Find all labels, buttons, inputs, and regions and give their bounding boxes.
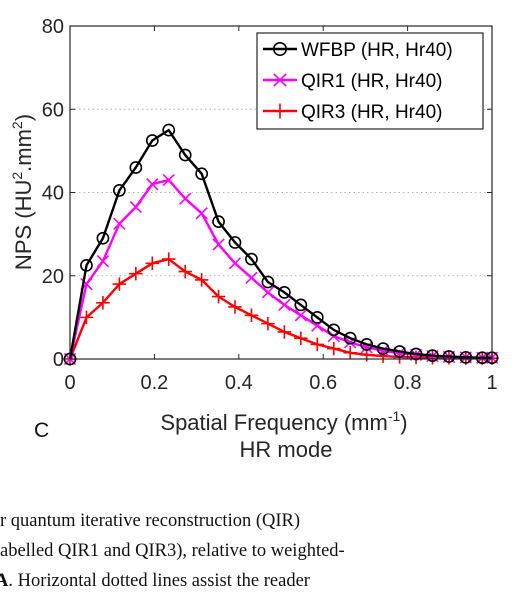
data-point (327, 341, 341, 356)
data-point (112, 277, 127, 291)
data-point (129, 266, 143, 281)
data-point (178, 264, 192, 279)
data-point (129, 200, 142, 214)
y-tick-label: 40 (42, 183, 64, 205)
data-point (161, 252, 176, 266)
data-point (343, 331, 357, 345)
x-tick-label: 0.2 (140, 372, 168, 394)
data-point (261, 286, 275, 299)
legend-label: QIR1 (HR, Hr40) (301, 71, 442, 92)
data-point (195, 207, 208, 220)
x-tick-label: 0.6 (309, 372, 337, 394)
nps-figure: 0 20 40 60 80 0 0.2 0.4 0.6 0.8 1 NPS (HU2.mm2) Sp… (9, 16, 499, 462)
data-point (80, 258, 93, 272)
data-point (277, 325, 292, 339)
data-point (79, 310, 94, 325)
data-point (179, 192, 192, 205)
y-tick-label: 20 (42, 266, 64, 288)
data-point (294, 309, 307, 322)
data-point (194, 273, 209, 287)
caption-line-3: A. Horizontal dotted lines assist the re… (0, 571, 310, 591)
series-2 (63, 173, 499, 366)
data-point (146, 178, 159, 191)
data-point (426, 349, 439, 363)
panel-label: C (34, 419, 50, 442)
nps-chart: 0 20 40 60 80 0 0.2 0.4 0.6 0.8 1 NPS (HU2.mm2) Sp… (9, 16, 499, 435)
data-point (278, 298, 291, 312)
x-axis-label: Spatial Frequency (mm-1) (160, 408, 407, 435)
legend: WFBP (HR, Hr40) QIR1 (HR, Hr40) QIR3 (HR, … (256, 32, 484, 130)
grid-lines (70, 108, 492, 277)
data-point (244, 308, 259, 323)
data-point (162, 173, 175, 187)
data-point (393, 345, 406, 358)
data-point (343, 346, 357, 360)
data-point (228, 236, 242, 249)
legend-label: QIR3 (HR, Hr40) (301, 102, 442, 123)
data-point (145, 134, 159, 147)
series-line (68, 128, 492, 360)
data-point (310, 310, 324, 324)
data-point (277, 286, 291, 299)
y-axis-label: NPS (HU2.mm2) (9, 114, 36, 270)
data-point (393, 347, 406, 360)
data-point (195, 167, 209, 181)
y-tick-label: 0 (53, 349, 64, 371)
data-point (360, 338, 374, 351)
data-point (261, 316, 275, 331)
data-point (228, 300, 242, 314)
data-point (228, 257, 242, 270)
data-point (327, 323, 341, 337)
data-point (211, 289, 226, 304)
data-point (376, 342, 390, 355)
legend-label: WFBP (HR, Hr40) (301, 40, 453, 61)
legend-marker (272, 41, 287, 56)
data-point (245, 252, 258, 266)
x-tick-label: 0.4 (225, 372, 253, 394)
data-point (294, 298, 308, 312)
data-point (113, 217, 126, 230)
y-tick-label: 80 (42, 16, 64, 38)
data-point (145, 256, 160, 271)
legend-marker (272, 103, 288, 119)
data-point (294, 331, 308, 345)
data-point (112, 184, 126, 197)
data-point (96, 255, 110, 268)
ticks: 0 20 40 60 80 0 0.2 0.4 0.6 0.8 1 (42, 16, 498, 394)
series-1 (63, 123, 499, 366)
x-tick-label: 0.8 (394, 372, 422, 394)
data-point (178, 148, 192, 162)
data-point (442, 350, 456, 363)
series-layer (63, 123, 499, 366)
data-point (212, 238, 225, 251)
data-point (212, 215, 225, 229)
x-tick-label: 0 (64, 372, 75, 394)
data-point (96, 231, 110, 245)
data-point (245, 271, 258, 284)
data-point (475, 351, 489, 365)
data-point (261, 275, 275, 289)
data-point (459, 350, 473, 364)
legend-marker (273, 73, 287, 87)
caption-line-2: abelled QIR1 and QIR3), relative to weig… (0, 541, 345, 561)
data-point (96, 296, 110, 310)
data-point (162, 123, 176, 137)
x-tick-label: 1 (486, 372, 497, 394)
data-point (129, 161, 143, 174)
caption-line-1: r quantum iterative reconstruction (QIR) (0, 511, 301, 531)
chart-subtitle: HR mode (239, 437, 333, 462)
y-tick-label: 60 (42, 99, 64, 121)
figure-caption: r quantum iterative reconstruction (QIR)… (0, 506, 520, 596)
data-point (310, 337, 325, 352)
